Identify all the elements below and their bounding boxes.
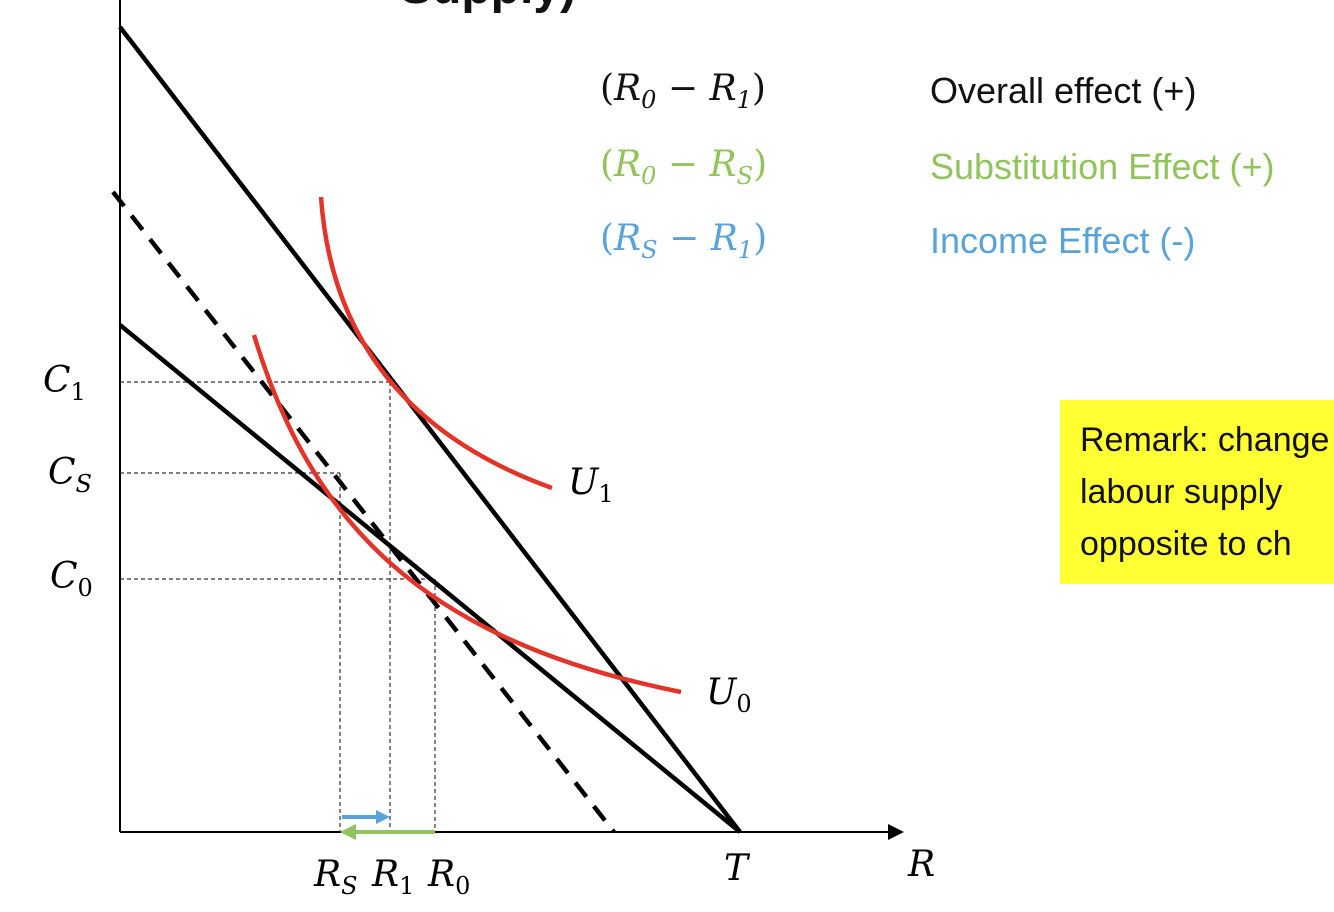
budget-line-compensated [111,190,616,834]
label-cs: CS [48,452,92,498]
legend-income: (RS − R1) Income Effect (-) [0,214,1334,274]
indifference-curve-u0 [251,334,682,695]
indifference-curve-u1 [318,196,553,491]
legend-overall-formula: (R0 − R1) [600,68,766,114]
label-u0: U0 [706,672,752,718]
x-axis-arrowhead [888,824,904,840]
budget-line-new [118,25,742,834]
legend-substitution: (R0 − RS) Substitution Effect (+) [0,140,1334,200]
income-effect-arrowhead [376,810,390,824]
legend-income-label: Income Effect (-) [930,220,1196,261]
remark-line: Remark: change [1080,421,1330,459]
legend-substitution-label: Substitution Effect (+) [930,146,1275,187]
slide-title-fragment: Supply) [400,0,576,15]
budget-line-original [118,323,742,834]
remark-box: Remark: change labour supply opposite to… [1060,400,1334,584]
label-rs: RS [313,854,358,900]
label-c1: C1 [43,360,86,406]
label-r0: R0 [427,854,470,900]
legend-overall-label: Overall effect (+) [930,70,1197,111]
remark-line: labour supply [1080,473,1283,511]
legend-substitution-formula: (R0 − RS) [600,144,768,190]
label-t: T [724,848,751,889]
label-r1: R1 [371,854,414,900]
label-r-axis: R [907,844,935,885]
label-c0: C0 [50,556,93,602]
label-u1: U1 [568,462,614,508]
legend-income-formula: (RS − R1) [600,218,768,264]
legend-overall: (R0 − R1) Overall effect (+) [0,64,1334,124]
remark-line: opposite to ch [1080,525,1292,563]
substitution-effect-arrowhead [340,824,356,840]
guide-lines [120,381,436,832]
